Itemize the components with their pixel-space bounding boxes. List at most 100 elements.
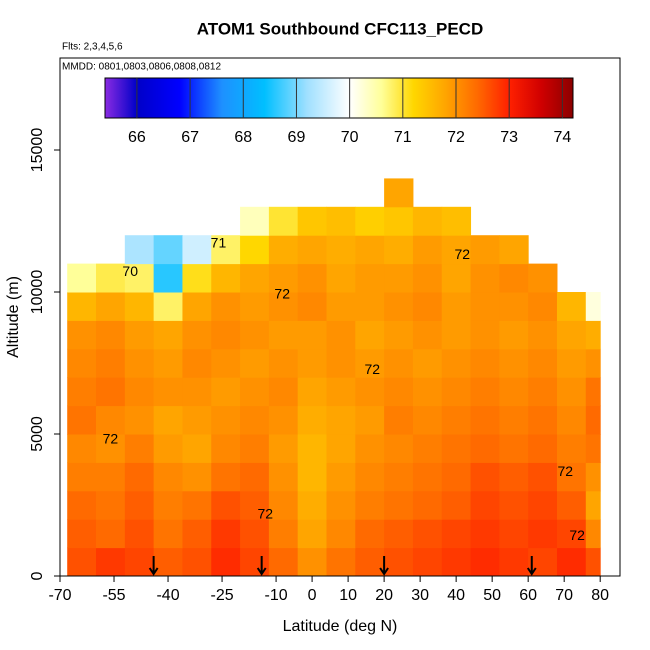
heat-cell — [412, 348, 443, 378]
heat-cell — [326, 263, 356, 293]
heat-cell — [585, 377, 601, 407]
heat-cell — [182, 320, 212, 350]
heat-cell — [355, 377, 385, 407]
heat-cell — [67, 377, 97, 407]
heat-cell — [297, 348, 327, 378]
heat-cell — [268, 263, 299, 293]
heat-cell — [585, 405, 601, 435]
flight-arrow — [526, 556, 537, 576]
heat-cell — [211, 547, 241, 577]
heat-cell — [412, 320, 443, 350]
contour-label: 72 — [274, 286, 290, 302]
heat-cell — [268, 462, 299, 492]
heat-cell — [441, 348, 472, 378]
heat-cell — [499, 348, 529, 378]
heat-cell — [67, 519, 97, 549]
heat-cell — [384, 462, 414, 492]
contour-label: 72 — [364, 361, 380, 377]
heat-cell — [297, 547, 327, 577]
heat-cell — [556, 434, 587, 463]
heat-cell — [67, 490, 97, 520]
heat-cell — [585, 519, 601, 549]
heat-cell — [182, 434, 212, 463]
x-tick-label: 0 — [308, 587, 317, 604]
x-tick-label: 60 — [519, 587, 537, 604]
heat-cell — [470, 263, 500, 293]
heat-cell — [67, 263, 97, 293]
heat-cell — [211, 434, 241, 463]
heat-cell — [124, 490, 155, 520]
x-tick-label: -10 — [265, 587, 288, 604]
heat-cell — [470, 235, 500, 265]
heat-cell — [441, 405, 472, 435]
heat-cell — [499, 292, 529, 321]
heat-cell — [268, 235, 299, 265]
heat-cell — [384, 519, 414, 549]
heat-cell — [528, 519, 558, 549]
heat-cell — [384, 263, 414, 293]
heat-cell — [355, 320, 385, 350]
heat-cell — [326, 490, 356, 520]
heat-cell — [297, 434, 327, 463]
heat-cell — [585, 547, 601, 577]
x-tick-label: -70 — [48, 587, 71, 604]
heat-cell — [470, 320, 500, 350]
colorbar-tick-label: 69 — [288, 129, 306, 146]
heat-cell — [384, 320, 414, 350]
heat-cell — [96, 320, 126, 350]
colorbar-tick-label: 67 — [181, 129, 199, 146]
heat-cell — [326, 519, 356, 549]
heat-cell — [182, 490, 212, 520]
heat-cell — [384, 206, 414, 236]
heat-cell — [153, 462, 183, 492]
heat-cell — [326, 377, 356, 407]
heat-cell — [67, 462, 97, 492]
heat-cell — [412, 462, 443, 492]
heat-cell — [182, 377, 212, 407]
heat-cell — [528, 434, 558, 463]
flight-arrow — [148, 556, 159, 576]
heat-cell — [585, 320, 601, 350]
heat-cell — [297, 206, 327, 236]
heat-cell — [124, 405, 155, 435]
heat-cell — [96, 348, 126, 378]
heat-cell — [556, 292, 587, 321]
heat-cell — [384, 547, 414, 577]
heat-cell — [182, 462, 212, 492]
x-tick-label: 80 — [591, 587, 609, 604]
heat-cell — [355, 434, 385, 463]
heat-cell — [153, 235, 183, 265]
heat-cell — [355, 348, 385, 378]
heat-cell — [153, 405, 183, 435]
heat-cell — [153, 348, 183, 378]
heat-cell — [326, 348, 356, 378]
heat-cell — [153, 547, 183, 577]
heat-cell — [326, 434, 356, 463]
x-tick-label: 50 — [483, 587, 501, 604]
heat-cell — [412, 263, 443, 293]
heat-cell — [556, 519, 587, 549]
x-tick-label: 40 — [447, 587, 465, 604]
heat-cell — [355, 263, 385, 293]
heat-cell — [412, 490, 443, 520]
plot-frame — [59, 57, 621, 577]
heat-cell — [268, 547, 299, 577]
heat-cell — [182, 405, 212, 435]
flight-arrow — [379, 556, 389, 576]
heat-cell — [585, 490, 601, 520]
heat-cell — [96, 519, 126, 549]
heat-cell — [211, 405, 241, 435]
heat-cell — [240, 490, 270, 520]
heat-cell — [153, 490, 183, 520]
y-tick-label: 0 — [29, 571, 46, 580]
heat-cell — [182, 263, 212, 293]
heat-cell — [499, 434, 529, 463]
heat-cell — [499, 405, 529, 435]
heat-cell — [153, 519, 183, 549]
heat-cell — [499, 377, 529, 407]
contour-label: 71 — [211, 234, 227, 250]
heat-cell — [326, 405, 356, 435]
colorbar-tick-label: 74 — [553, 129, 571, 146]
heat-cell — [240, 462, 270, 492]
